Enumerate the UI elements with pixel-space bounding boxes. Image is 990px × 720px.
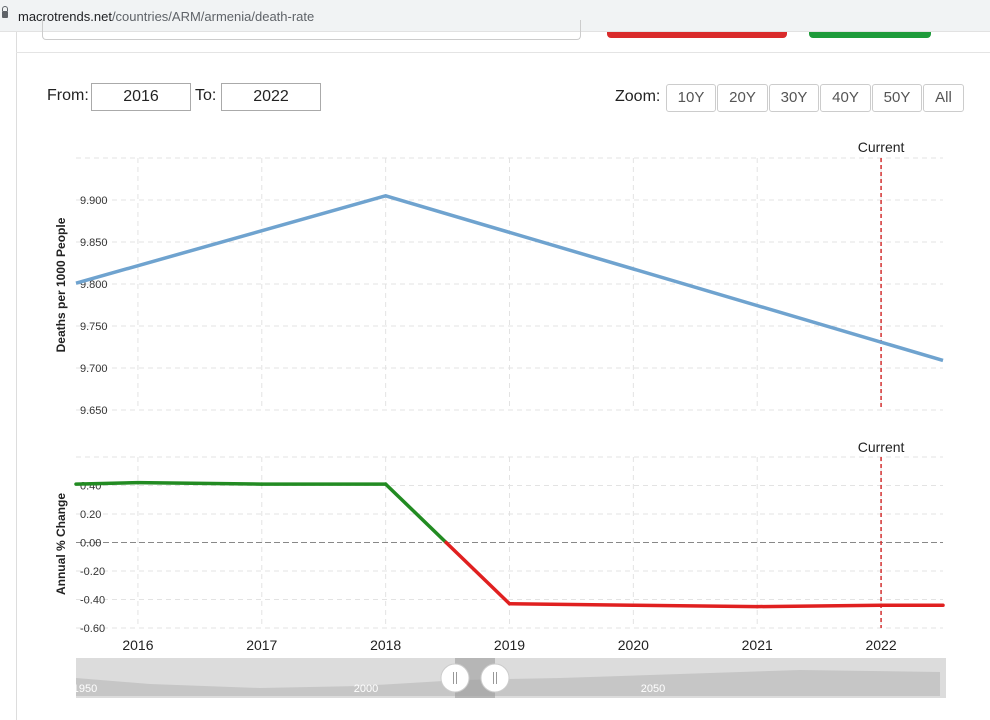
y-tick-label: 9.750 [80, 321, 108, 333]
from-label: From: [47, 87, 89, 104]
x-axis-ticks: 2016 2017 2018 2019 2020 2021 2022 [122, 637, 897, 653]
chart-2-y-ticks: 0.400.200.00-0.20-0.40-0.60 [80, 481, 105, 636]
zoom-50y-button[interactable]: 50Y [872, 84, 922, 112]
chart-1-grid [76, 157, 943, 411]
green-button[interactable] [809, 32, 931, 38]
x-tick-label: 2022 [865, 637, 896, 653]
to-label: To: [195, 87, 217, 104]
positive-change-segment [383, 482, 448, 545]
chart-1-series [75, 194, 944, 363]
x-tick-label: 2020 [618, 637, 649, 653]
from-input[interactable]: 2016 [91, 83, 191, 111]
chart-2-ylabel: Annual % Change [54, 493, 68, 595]
zoom-20y-button[interactable]: 20Y [717, 84, 768, 112]
y-tick-label: -0.20 [80, 566, 105, 578]
chart-1-y-ticks: 9.650 9.700 9.750 9.800 9.850 9.900 [80, 195, 108, 417]
x-tick-label: 2018 [370, 637, 401, 653]
to-input[interactable]: 2022 [221, 83, 321, 111]
positive-change-segment [74, 480, 140, 486]
negative-change-segment [507, 602, 636, 607]
x-tick-label: 2021 [742, 637, 773, 653]
current-markers: Current Current [858, 139, 905, 628]
y-tick-label: 9.850 [80, 237, 108, 249]
x-tick-label: 2019 [494, 637, 525, 653]
negative-change-segment [755, 603, 883, 609]
y-tick-label: 0.20 [80, 509, 101, 521]
lock-icon [2, 6, 8, 18]
red-button[interactable] [607, 32, 787, 38]
x-tick-label: 2017 [246, 637, 277, 653]
chart-2-grid [76, 456, 943, 629]
negative-change-segment [444, 540, 512, 606]
search-box[interactable] [42, 20, 581, 40]
zoom-30y-button[interactable]: 30Y [769, 84, 819, 112]
x-tick-label: 2016 [122, 637, 153, 653]
divider [16, 52, 990, 53]
positive-change-segment [136, 480, 264, 486]
y-tick-label: 9.900 [80, 195, 108, 207]
navigator-handle[interactable] [480, 663, 510, 693]
y-tick-label: 0.00 [80, 538, 101, 550]
navigator-label: 2000 [354, 683, 378, 695]
y-tick-label: -0.40 [80, 595, 105, 607]
negative-change-segment [631, 603, 759, 609]
current-label: Current [858, 439, 905, 455]
zoom-10y-button[interactable]: 10Y [666, 84, 716, 112]
url-text[interactable]: macrotrends.net/countries/ARM/armenia/de… [18, 9, 315, 24]
chart-1-ylabel: Deaths per 1000 People [54, 217, 68, 352]
page-frame [16, 32, 990, 720]
current-label: Current [858, 139, 905, 155]
death-rate-line [75, 194, 944, 363]
chart-2-series [74, 480, 945, 609]
navigator-label: 1950 [73, 683, 97, 695]
y-tick-label: 9.650 [80, 405, 108, 417]
navigator-handle[interactable] [440, 663, 470, 693]
navigator-label: 2050 [641, 683, 665, 695]
y-tick-label: 9.800 [80, 279, 108, 291]
y-tick-label: 9.700 [80, 363, 108, 375]
navigator[interactable]: 1950 2000 2050 [73, 658, 946, 698]
zoom-40y-button[interactable]: 40Y [820, 84, 871, 112]
zoom-all-button[interactable]: All [923, 84, 964, 112]
zoom-label: Zoom: [615, 88, 661, 105]
y-tick-label: -0.60 [80, 623, 105, 635]
browser-address-bar[interactable]: macrotrends.net/countries/ARM/armenia/de… [0, 0, 990, 32]
